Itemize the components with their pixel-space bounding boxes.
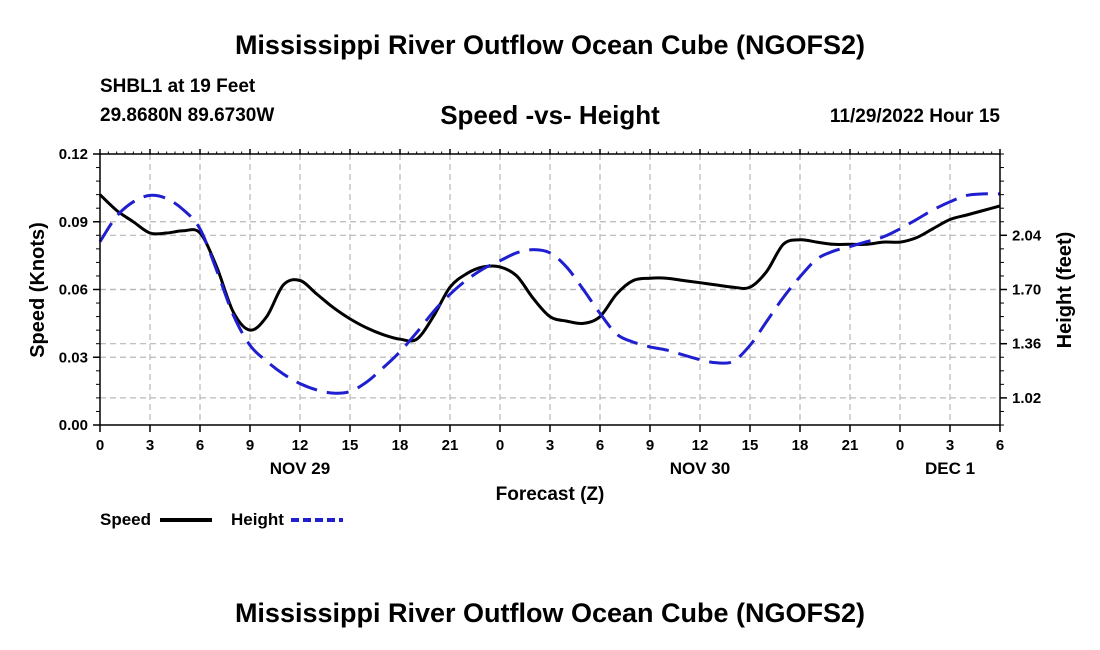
x-tick-label: 6 xyxy=(996,437,1004,454)
x-tick-label: 9 xyxy=(246,437,254,454)
x-tick-label: 18 xyxy=(392,437,409,454)
x-tick-label: 21 xyxy=(442,437,459,454)
y-axis-label: Speed (Knots) xyxy=(27,222,49,358)
legend-label-speed: Speed xyxy=(100,510,151,529)
lat-lon-label: 29.8680N 89.6730W xyxy=(100,105,275,126)
day-label: NOV 29 xyxy=(270,459,330,478)
chart-title: Mississippi River Outflow Ocean Cube (NG… xyxy=(234,30,866,60)
forecast-datetime: 11/29/2022 Hour 15 xyxy=(829,106,1000,127)
x-tick-label: 12 xyxy=(292,437,309,454)
y2-axis-label: Height (feet) xyxy=(1054,232,1076,349)
x-axis-label: Forecast (Z) xyxy=(496,484,605,505)
chart-subtitle: Speed -vs- Height xyxy=(440,100,660,130)
x-tick-label: 18 xyxy=(792,437,809,454)
series-line-height xyxy=(98,192,1001,395)
y-tick-label: 0.09 xyxy=(59,214,88,231)
x-tick-label: 12 xyxy=(692,437,709,454)
grid-lines xyxy=(100,154,1000,425)
x-tick-label: 0 xyxy=(96,437,104,454)
axes: 0 3 6 9 12 15 18 21 0 3 6 9 12 15 18 21 0 3 6 NOV 29 NOV 30 D… xyxy=(59,146,1042,478)
x-tick-label: 3 xyxy=(546,437,554,454)
x-tick-label: 6 xyxy=(596,437,604,454)
legend: Speed Height xyxy=(100,510,343,529)
x-tick-label: 3 xyxy=(946,437,954,454)
footer-title: Mississippi River Outflow Ocean Cube (NG… xyxy=(234,598,866,628)
x-tick-label: 9 xyxy=(646,437,654,454)
x-tick-label: 3 xyxy=(146,437,154,454)
y2-tick-label: 1.70 xyxy=(1012,282,1041,299)
y-tick-label: 0.06 xyxy=(59,282,88,299)
series-line-speed xyxy=(98,193,1001,343)
series-layer xyxy=(98,192,1001,395)
y-tick-label: 0.03 xyxy=(59,349,88,366)
x-tick-label: 21 xyxy=(842,437,859,454)
x-tick-label: 0 xyxy=(496,437,504,454)
day-label: NOV 30 xyxy=(670,459,730,478)
y2-tick-label: 1.36 xyxy=(1012,336,1041,353)
x-tick-label: 0 xyxy=(896,437,904,454)
y-tick-label: 0.00 xyxy=(59,417,88,434)
legend-label-height: Height xyxy=(231,510,284,529)
x-tick-label: 15 xyxy=(742,437,759,454)
y2-tick-label: 1.02 xyxy=(1012,390,1041,407)
station-label: SHBL1 at 19 Feet xyxy=(100,76,256,97)
y-tick-label: 0.12 xyxy=(59,146,88,163)
x-tick-label: 6 xyxy=(196,437,204,454)
day-label: DEC 1 xyxy=(925,459,975,478)
y2-tick-label: 2.04 xyxy=(1012,227,1042,244)
x-tick-label: 15 xyxy=(342,437,359,454)
